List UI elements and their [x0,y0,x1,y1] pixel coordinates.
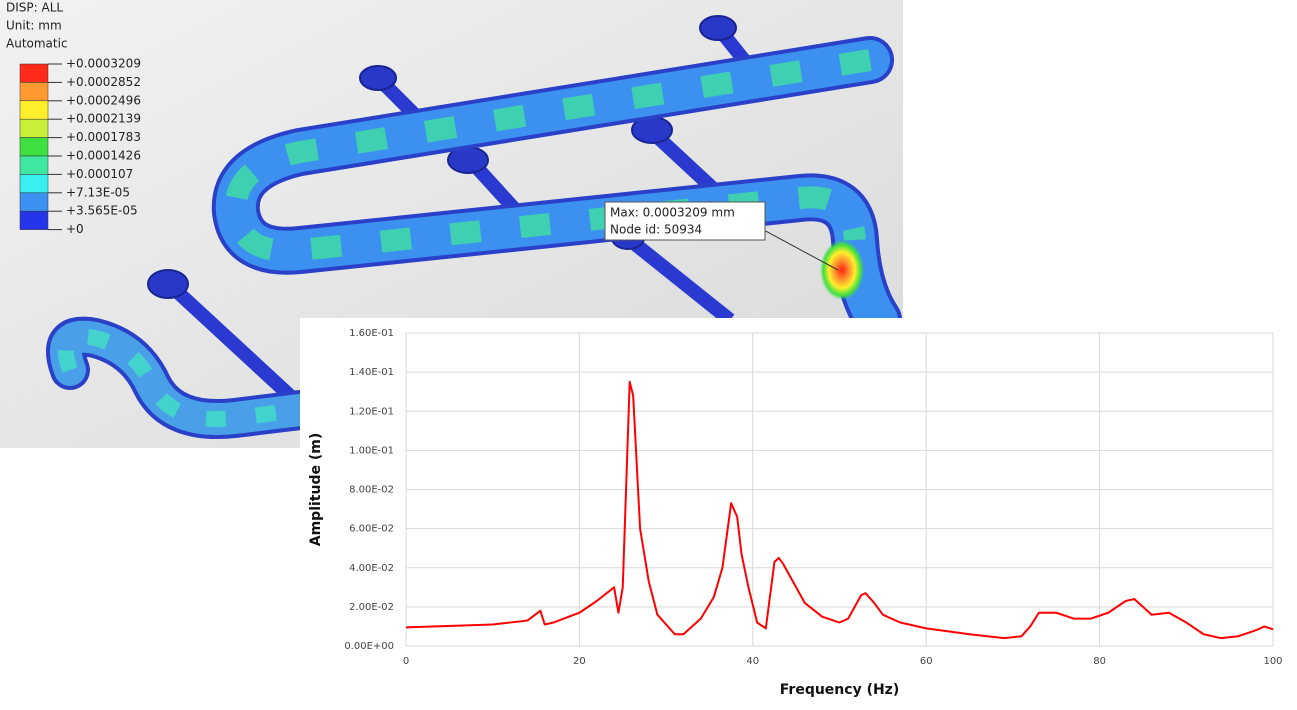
legend-label: +3.565E-05 [66,204,138,218]
x-tick-label: 60 [920,656,933,667]
tooltip-leader [759,227,839,271]
fea-line: DISP: ALL [6,1,63,15]
legend-band [19,192,49,212]
stub [625,234,735,326]
x-tick-label: 0 [403,656,409,667]
legend-label: +7.13E-05 [66,185,130,199]
x-axis-title: Frequency (Hz) [780,682,899,698]
hot-spot [820,240,864,300]
legend-band [19,63,49,83]
legend-label: +0.0002139 [66,112,141,126]
legend-band [19,137,49,157]
tooltip-box [604,201,766,241]
plot: 0.00E+00 2.00E-02 4.00E-02 6.00E-02 8.00E-02… [308,328,1283,698]
x-tick-label: 20 [573,656,586,667]
legend-label: +0.0002496 [66,93,141,107]
fea-line: Automatic [6,37,68,51]
stub [165,279,305,411]
y-tick-label: 2.00E-02 [349,602,394,613]
y-tick-label: 8.00E-02 [349,485,394,496]
data-line [405,380,1274,640]
y-tick-label: 0.00E+00 [344,641,394,652]
fea-line: Unit: mm [6,19,62,33]
x-tick-label: 40 [746,656,759,667]
tooltip-line: Max: 0.0003209 mm [610,206,735,220]
legend-band [19,174,49,194]
y-axis-title: Amplitude (m) [308,433,324,546]
y-tick-label: 1.00E-01 [349,445,394,456]
legend-label: +0.000107 [66,167,133,181]
legend-band [19,82,49,102]
chart-panel [300,318,1297,706]
legend-label: +0.0001783 [66,130,141,144]
x-tick-label: 80 [1093,656,1106,667]
tooltip-line: Node id: 50934 [610,223,702,237]
flange [359,65,397,91]
legend-band [19,118,49,138]
y-tick-label: 1.40E-01 [349,367,394,378]
color-legend: +0.0003209 +0.0002852 +0.0002496 +0.0002139… [19,57,141,236]
flange [699,15,737,41]
legend-label: +0.0001426 [66,149,141,163]
pipe-pattern [58,328,301,427]
y-tick-label: 1.60E-01 [349,328,394,339]
legend-band [19,100,49,120]
x-tick-label: 100 [1263,656,1282,667]
legend-label: +0.0002852 [66,75,141,89]
legend-label: +0.0003209 [66,57,141,71]
y-tick-label: 4.00E-02 [349,563,394,574]
pipe-pattern [224,49,872,262]
legend-band [19,210,49,230]
legend-label: +0 [66,222,84,236]
y-tick-label: 6.00E-02 [349,524,394,535]
flange [147,269,189,299]
legend-band [19,155,49,175]
y-tick-label: 1.20E-01 [349,406,394,417]
